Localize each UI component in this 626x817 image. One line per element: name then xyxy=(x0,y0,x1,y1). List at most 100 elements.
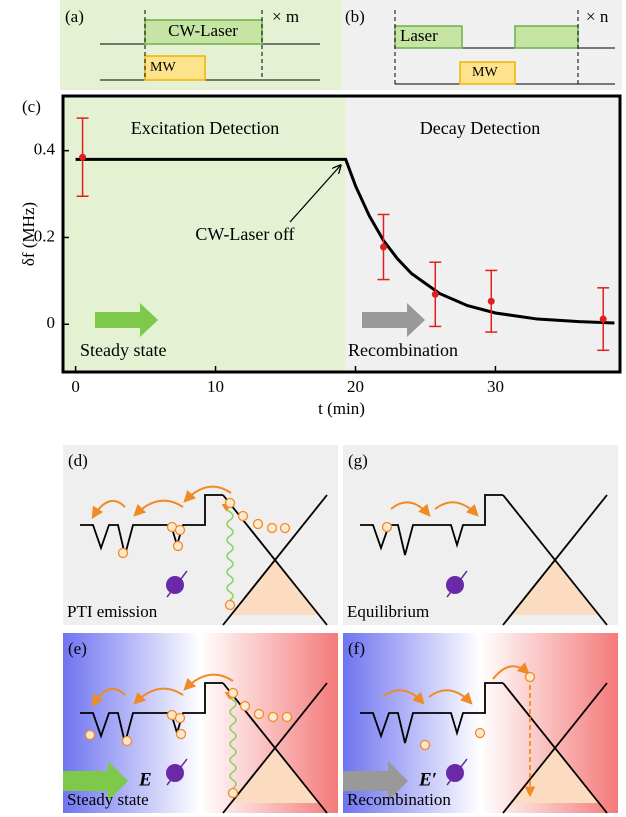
x-tick-label: 0 xyxy=(71,377,80,396)
cone-fill xyxy=(231,748,319,803)
field-arrow xyxy=(63,761,128,801)
marker xyxy=(79,153,87,161)
repeat-label: × m xyxy=(272,7,299,26)
band xyxy=(222,494,328,626)
field-label: E xyxy=(138,769,152,790)
hop-arrow xyxy=(492,662,530,680)
data-point xyxy=(485,269,498,333)
hop-arrow xyxy=(133,499,184,517)
plot-frame xyxy=(61,94,622,374)
x-tick-label: 20 xyxy=(347,377,364,396)
panel-label: (c) xyxy=(22,97,41,116)
carrier xyxy=(227,787,239,799)
carrier xyxy=(172,540,184,552)
band xyxy=(502,494,608,626)
pointer-arrow xyxy=(289,166,340,223)
hop-arrow xyxy=(382,689,425,705)
arrow-shape xyxy=(95,303,158,337)
carrier xyxy=(227,687,239,699)
spin-arrow xyxy=(446,570,468,598)
x-axis-label: t (min) xyxy=(318,399,365,418)
y-tick-label: 0 xyxy=(47,313,56,332)
carrier xyxy=(381,521,393,533)
carrier xyxy=(84,729,96,741)
hop-arrow xyxy=(183,485,232,503)
annotation: Steady state xyxy=(80,340,166,360)
y-tick-label: 0.2 xyxy=(34,226,55,245)
arrow-shape xyxy=(362,303,425,337)
carrier xyxy=(474,727,486,739)
spin-arrow xyxy=(166,758,188,786)
carrier xyxy=(174,524,186,536)
cone-fill xyxy=(511,560,599,615)
spin-arrow xyxy=(446,758,468,786)
panel-label: (d) xyxy=(68,451,88,470)
carrier xyxy=(224,599,236,611)
data-point xyxy=(597,287,610,352)
carrier xyxy=(279,522,291,534)
diagram-panel: E′ (f) Recombination xyxy=(343,633,618,814)
carrier xyxy=(524,671,536,683)
x-tick-label: 30 xyxy=(487,377,504,396)
carrier xyxy=(237,510,249,522)
carrier xyxy=(253,708,265,720)
photon-wave xyxy=(221,503,234,601)
hop-arrow xyxy=(183,673,234,691)
marker xyxy=(487,297,495,305)
caption: Equilibrium xyxy=(347,602,429,621)
carrier xyxy=(252,518,264,530)
carrier xyxy=(281,711,293,723)
diagram-panel: E (e) Steady state xyxy=(63,633,338,814)
panel-label: (a) xyxy=(65,7,84,26)
marker xyxy=(379,243,387,251)
carrier xyxy=(121,735,133,747)
hop-arrow xyxy=(91,499,126,520)
trap-levels xyxy=(80,494,223,556)
annotation: Excitation Detection xyxy=(131,118,279,138)
cone-fill xyxy=(231,560,319,615)
caption: PTI emission xyxy=(67,602,158,621)
spin-arrow xyxy=(166,570,188,598)
carrier xyxy=(267,711,279,723)
caption: Steady state xyxy=(67,790,149,809)
y-tick-label: 0.4 xyxy=(34,140,56,159)
mw-pulse xyxy=(459,61,516,85)
hop-arrow xyxy=(390,501,431,517)
carrier xyxy=(419,739,431,751)
panel-label: (f) xyxy=(348,639,365,658)
y-axis-label: δf (MHz) xyxy=(19,202,38,266)
pulse-label: Laser xyxy=(400,26,438,45)
carrier xyxy=(224,497,236,509)
hop-arrow xyxy=(133,687,184,705)
hop-arrow xyxy=(428,689,473,705)
laser-pulse xyxy=(514,25,579,49)
carrier xyxy=(117,547,129,559)
hop-arrow xyxy=(91,687,126,708)
repeat-label: × n xyxy=(586,7,609,26)
data-point xyxy=(377,213,390,281)
band xyxy=(222,682,328,814)
annotation: CW-Laser off xyxy=(195,224,294,244)
carrier xyxy=(266,522,278,534)
pulse-label: MW xyxy=(472,65,498,80)
trap-levels xyxy=(80,682,223,744)
annotation: Recombination xyxy=(348,340,458,360)
panel-label: (g) xyxy=(348,451,368,470)
marker xyxy=(599,315,607,323)
carrier xyxy=(174,712,186,724)
diagram-panel: (d) PTI emission xyxy=(63,445,338,626)
field-arrow xyxy=(343,761,408,801)
photon-wave xyxy=(224,691,237,789)
trap-levels xyxy=(360,494,503,556)
x-tick-label: 10 xyxy=(207,377,224,396)
caption: Recombination xyxy=(347,790,451,809)
trap-levels xyxy=(360,682,503,744)
carrier xyxy=(239,700,251,712)
data-point xyxy=(429,261,442,328)
hop-arrow xyxy=(434,501,479,517)
annotation: Decay Detection xyxy=(420,118,540,138)
laser-pulse xyxy=(394,25,463,49)
carrier xyxy=(175,728,187,740)
pulse-label: CW-Laser xyxy=(168,21,238,40)
